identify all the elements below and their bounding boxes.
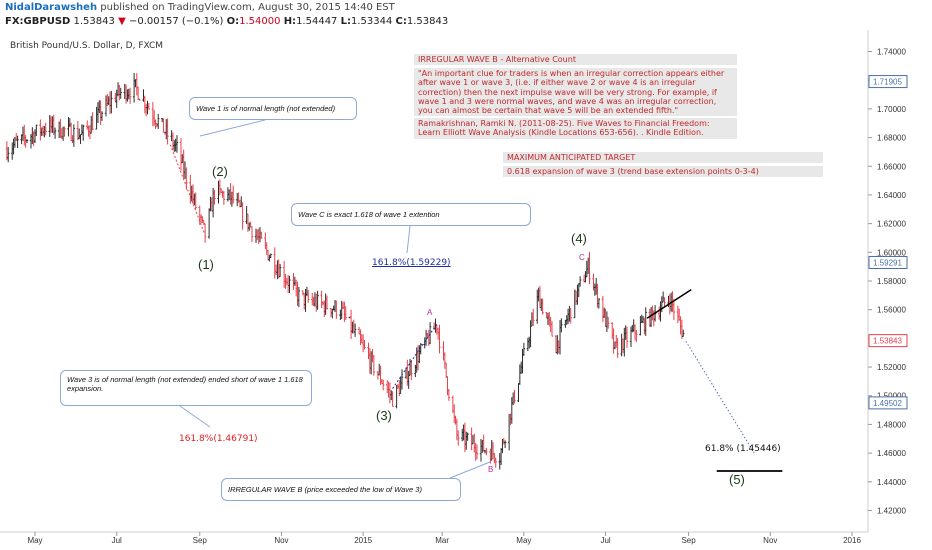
x-tick-label: Sep — [193, 536, 208, 545]
fib-label-wave5: 61.8% (1.45446) — [705, 444, 781, 454]
y-tick-label: 1.50000 — [877, 392, 906, 401]
max-target-text: 0.618 expansion of wave 3 (trend base ex… — [503, 166, 823, 178]
fib-label-wave-c: 161.8%(1.59229) — [372, 258, 451, 268]
callout-wave-c-pointer — [406, 225, 411, 254]
y-tick-label: 1.42000 — [877, 506, 906, 515]
close-label: C: — [395, 16, 407, 27]
y-tick-label: 1.60000 — [877, 248, 906, 257]
down-arrow-icon: ▼ — [118, 16, 126, 27]
open-value: 1.54000 — [239, 16, 281, 27]
y-tick-label: 1.66000 — [877, 162, 906, 171]
x-tick-label: May — [27, 536, 42, 545]
y-tick-label: 1.68000 — [877, 134, 906, 143]
chart-title: British Pound/U.S. Dollar, D, FXCM — [10, 41, 164, 51]
close-value: 1.53843 — [406, 16, 449, 27]
max-target-annotation: MAXIMUM ANTICIPATED TARGET 0.618 expansi… — [503, 152, 823, 178]
published-info: published on TradingView.com, August 30,… — [100, 2, 395, 13]
y-tick-label: 1.44000 — [877, 478, 906, 487]
y-tick-label: 1.52000 — [877, 363, 906, 372]
y-tick-label: 1.70000 — [877, 105, 906, 114]
low-label: L: — [340, 16, 351, 27]
y-tick-label: 1.62000 — [877, 220, 906, 229]
y-tick-label: 1.56000 — [877, 306, 906, 315]
x-tick-label: 2015 — [354, 536, 372, 545]
price-tag: 1.59291 — [868, 255, 908, 269]
callout-wave3-pointer — [179, 405, 211, 428]
fib-label-wave3: 161.8%(1.46791) — [179, 434, 258, 444]
callout-wave-b-pointer — [449, 461, 491, 479]
wave-label-c: C — [579, 253, 585, 262]
high-value: 1.54447 — [296, 16, 338, 27]
y-tick-label: 1.74000 — [877, 48, 906, 57]
price-tag-label: 1.49502 — [873, 399, 902, 408]
y-tick-label: 1.64000 — [877, 191, 906, 200]
book-citation: Ramakrishnan, Ramki N. (2011-08-25). Fiv… — [414, 118, 737, 139]
chart-header: NidalDarawsheh published on TradingView.… — [0, 0, 932, 30]
max-target-title: MAXIMUM ANTICIPATED TARGET — [503, 152, 823, 164]
open-label: O: — [226, 16, 240, 27]
wave-label-4: (4) — [571, 231, 587, 246]
y-tick-label: 1.46000 — [877, 449, 906, 458]
x-tick-label: 2016 — [843, 536, 861, 545]
wave-label-2: (2) — [212, 164, 228, 179]
price-tag: 1.53843 — [868, 334, 908, 348]
projection-line — [685, 340, 755, 454]
price-change: −0.00157 (−0.1%) — [128, 16, 224, 27]
wave-label-b: B — [488, 465, 494, 474]
callout-wave-b[interactable]: IRREGULAR WAVE B (price exceeded the low… — [221, 478, 461, 501]
low-value: 1.53344 — [350, 16, 393, 27]
publisher-line: NidalDarawsheh published on TradingView.… — [5, 2, 395, 13]
symbol-name: FX:GBPUSD — [5, 16, 71, 27]
x-tick-label: Sep — [681, 536, 696, 545]
irregular-annotation: IRREGULAR WAVE B - Alternative Count "An… — [414, 54, 737, 139]
wave-label-5: (5) — [729, 472, 745, 487]
price-tag: 1.71905 — [868, 75, 908, 89]
price-tag: 1.49502 — [868, 396, 908, 410]
author-name[interactable]: NidalDarawsheh — [5, 2, 98, 13]
wave-a-guide-line — [392, 323, 438, 389]
wave-label-3: (3) — [376, 408, 392, 423]
last-price: 1.53843 — [73, 16, 115, 27]
high-label: H: — [283, 16, 297, 27]
callout-wave3[interactable]: Wave 3 is of normal length (not extended… — [60, 370, 312, 406]
price-tag-label: 1.53843 — [873, 337, 902, 346]
x-tick-label: Jul — [600, 536, 610, 545]
x-tick-label: Mar — [435, 536, 449, 545]
x-tick-label: Nov — [763, 536, 777, 545]
x-tick-label: Nov — [274, 536, 288, 545]
wave1-guide-line — [169, 144, 206, 236]
wave-label-a: A — [427, 308, 433, 317]
x-tick-label: May — [516, 536, 531, 545]
trend-line[interactable] — [646, 288, 692, 319]
callout-wave1[interactable]: Wave 1 is of normal length (not extended… — [189, 97, 357, 120]
callout-wave1-pointer — [199, 119, 266, 137]
elliott-quote: "An important clue for traders is when a… — [414, 68, 737, 117]
y-tick-label: 1.48000 — [877, 420, 906, 429]
wave-label-1: (1) — [198, 257, 214, 272]
quote-line: FX:GBPUSD 1.53843 ▼ −0.00157 (−0.1%) O:1… — [5, 16, 448, 27]
callout-wave-c[interactable]: Wave C is exact 1.618 of wave 1 extentio… — [291, 203, 531, 226]
x-tick-label: Jul — [112, 536, 122, 545]
price-tag-label: 1.59291 — [873, 258, 902, 267]
candles — [5, 72, 685, 470]
price-tag-label: 1.71905 — [873, 78, 902, 87]
irregular-title: IRREGULAR WAVE B - Alternative Count — [414, 54, 737, 66]
y-tick-label: 1.58000 — [877, 277, 906, 286]
